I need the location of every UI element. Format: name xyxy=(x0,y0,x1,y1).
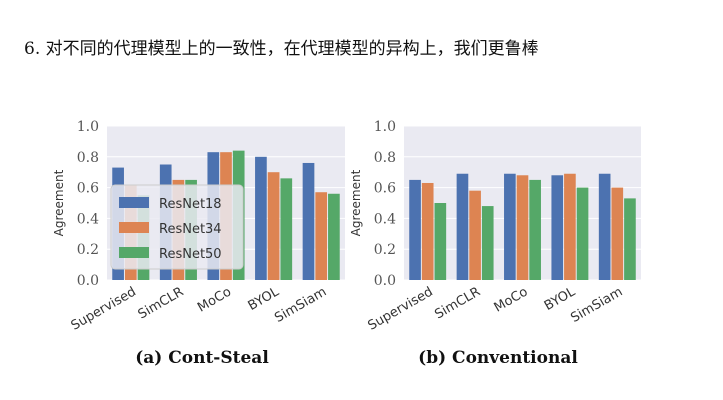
chart-1-ytick-label: 0.6 xyxy=(77,181,99,197)
chart-1-legend-label: ResNet34 xyxy=(159,222,222,237)
chart-2-ytick-label: 0.6 xyxy=(374,181,396,197)
chart-1-bar-resnet18-simsiam xyxy=(302,162,315,280)
chart-2-xtick-label: SimCLR xyxy=(432,284,483,322)
page-heading: 6. 对不同的代理模型上的一致性，在代理模型的异构上，我们更鲁棒 xyxy=(24,39,539,59)
chart-2-bar-resnet34-simsiam xyxy=(611,187,624,280)
chart-2-bar-resnet50-simsiam xyxy=(624,198,636,280)
chart-1-bar-resnet50-simsiam xyxy=(328,193,340,280)
chart-1-ytick-label: 0.8 xyxy=(77,150,99,166)
chart-1-legend-label: ResNet18 xyxy=(159,197,222,212)
chart-1-legend-swatch xyxy=(119,197,149,208)
chart-2-bar-resnet34-simclr xyxy=(469,190,481,280)
chart-2-bar-resnet18-simsiam xyxy=(598,173,611,280)
chart-1-ylabel: Agreement xyxy=(52,169,66,236)
chart-2-xtick-label: MoCo xyxy=(492,284,531,315)
chart-2-xtick-label: SimSiam xyxy=(568,284,625,326)
chart-2-ytick-label: 0.4 xyxy=(374,211,396,227)
chart-1-title: (a) Cont-Steal xyxy=(135,348,269,368)
chart-1-xtick-label: Supervised xyxy=(69,284,139,333)
chart-1-legend-label: ResNet50 xyxy=(159,247,222,262)
chart-2-ytick-label: 0.2 xyxy=(374,242,396,258)
chart-2-xtick-label: Supervised xyxy=(365,284,435,333)
chart-1-xtick-label: MoCo xyxy=(195,284,234,315)
chart-2-bar-resnet18-supervised xyxy=(409,179,421,280)
chart-2-bar-resnet50-supervised xyxy=(434,203,447,280)
chart-2-ytick-label: 0.8 xyxy=(374,150,396,166)
chart-2-bar-resnet18-simclr xyxy=(456,173,469,280)
chart-2-bar-resnet18-moco xyxy=(504,173,516,280)
chart-2-bar-resnet18-byol xyxy=(551,175,564,280)
chart-2-bar-resnet50-moco xyxy=(529,179,541,280)
chart-1-legend-swatch xyxy=(119,247,149,258)
chart-1-bar-resnet34-byol xyxy=(267,172,280,280)
chart-1-legend-swatch xyxy=(119,222,149,233)
chart-2-bar-resnet34-moco xyxy=(516,175,529,280)
chart-2-bar-resnet50-byol xyxy=(576,187,589,280)
chart-2-ylabel: Agreement xyxy=(349,169,363,236)
chart-1-bar-resnet50-byol xyxy=(280,178,293,280)
chart-1-ytick-label: 0.2 xyxy=(77,242,99,258)
chart-2-ytick-label: 0.0 xyxy=(374,273,396,289)
chart-2-bar-resnet34-byol xyxy=(564,173,576,280)
chart-2-bar-resnet34-supervised xyxy=(421,182,434,280)
chart-1-bar-resnet34-simsiam xyxy=(315,192,328,280)
chart-1-ytick-label: 0.0 xyxy=(77,273,99,289)
chart-1-ytick-label: 1.0 xyxy=(77,119,99,135)
chart-1-bar-resnet18-byol xyxy=(255,156,267,280)
chart-1-xtick-label: SimCLR xyxy=(136,284,187,322)
chart-1-ytick-label: 0.4 xyxy=(77,211,99,227)
chart-2-title: (b) Conventional xyxy=(418,348,578,368)
chart-1-xtick-label: SimSiam xyxy=(272,284,329,326)
chart-2-ytick-label: 1.0 xyxy=(374,119,396,135)
chart-2-bar-resnet50-simclr xyxy=(481,206,494,280)
